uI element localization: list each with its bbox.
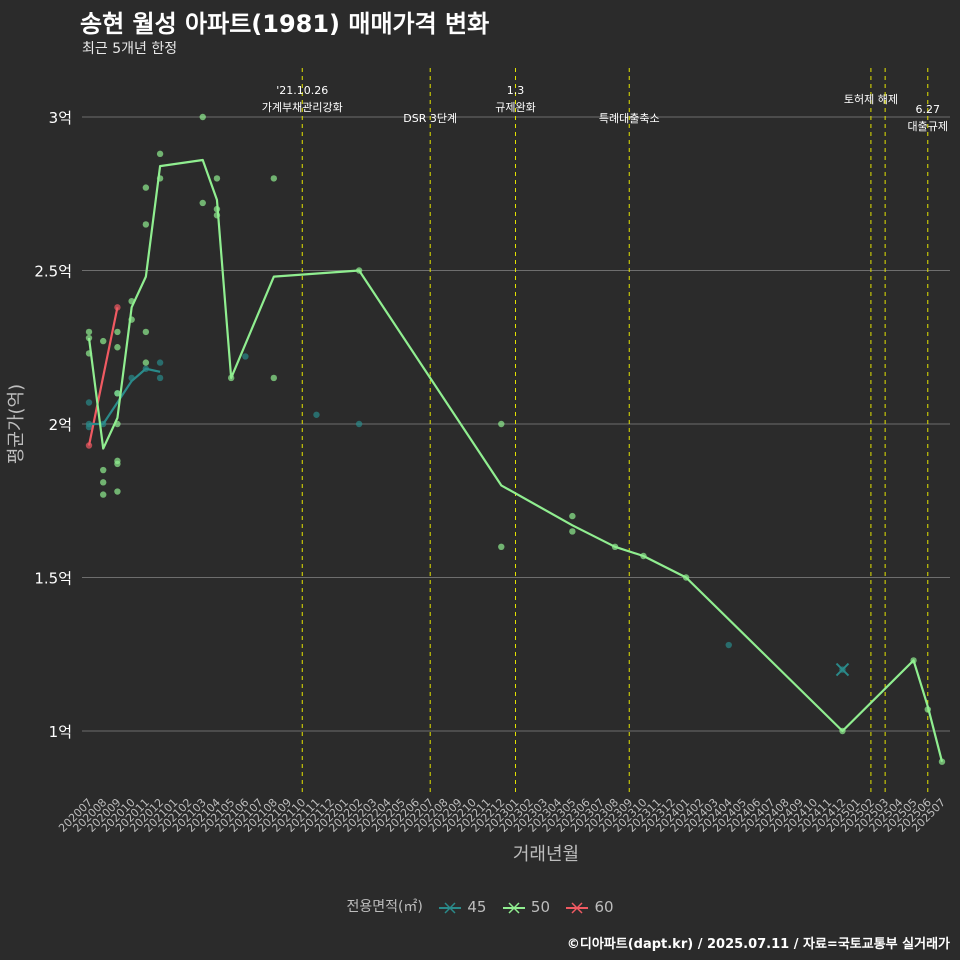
data-point-50 bbox=[270, 374, 278, 382]
data-point-50 bbox=[114, 488, 121, 495]
event-label: 규제완화 bbox=[495, 101, 535, 114]
legend-key-60 bbox=[566, 902, 589, 914]
data-point-50 bbox=[114, 328, 121, 336]
data-point-50 bbox=[142, 184, 150, 191]
data-point-50 bbox=[100, 491, 107, 498]
legend-title: 전용면적(㎡) bbox=[346, 899, 423, 915]
event-label: 가계부채관리강화 bbox=[262, 101, 343, 114]
data-point-50 bbox=[100, 337, 107, 345]
data-point-45 bbox=[355, 420, 363, 428]
data-point-50 bbox=[270, 175, 278, 182]
data-point-50 bbox=[142, 221, 150, 228]
legend-label-60: 60 bbox=[594, 898, 614, 916]
legend-item-45: 45 bbox=[437, 898, 486, 916]
data-point-45 bbox=[85, 423, 93, 431]
y-tick-label: 2.5억 bbox=[34, 263, 72, 281]
event-label: 1.3 bbox=[507, 84, 525, 97]
x-axis-title: 거래년월 bbox=[513, 844, 579, 865]
data-point-50 bbox=[213, 175, 221, 182]
legend-label-50: 50 bbox=[530, 898, 550, 916]
event-label: 대출규제 bbox=[908, 120, 948, 133]
data-point-45 bbox=[156, 359, 164, 366]
y-tick-label: 1.5억 bbox=[34, 570, 72, 588]
data-point-50 bbox=[114, 344, 121, 351]
data-point-50 bbox=[85, 334, 93, 342]
data-point-45 bbox=[85, 399, 93, 406]
legend-label-45: 45 bbox=[467, 898, 487, 916]
y-axis-title: 평균가(억) bbox=[6, 384, 27, 464]
data-point-50 bbox=[569, 528, 576, 535]
data-point-50 bbox=[85, 328, 93, 336]
data-point-45 bbox=[725, 641, 732, 649]
y-tick-label: 2억 bbox=[49, 416, 72, 434]
legend: 전용면적(㎡) 45 50 60 bbox=[0, 896, 960, 916]
data-point-50 bbox=[199, 113, 206, 121]
data-point-60 bbox=[114, 304, 121, 311]
y-tick-label: 3억 bbox=[49, 109, 72, 127]
data-point-45 bbox=[313, 411, 320, 418]
data-point-50 bbox=[100, 466, 107, 474]
data-point-50 bbox=[114, 460, 121, 468]
chart-title: 송현 월성 아파트(1981) 매매가격 변화 bbox=[80, 10, 490, 38]
data-point-50 bbox=[114, 390, 121, 397]
data-point-50 bbox=[142, 359, 150, 366]
data-point-50 bbox=[199, 199, 206, 207]
data-point-50 bbox=[100, 479, 107, 486]
event-label: 6.27 bbox=[916, 103, 941, 116]
legend-item-50: 50 bbox=[501, 898, 550, 916]
data-point-45 bbox=[242, 353, 249, 360]
legend-item-60: 60 bbox=[564, 898, 614, 916]
chart-subtitle: 최근 5개년 한정 bbox=[82, 41, 178, 57]
event-label: 토허제 해제 bbox=[844, 92, 898, 106]
data-point-45 bbox=[156, 374, 164, 382]
legend-key-45 bbox=[439, 902, 462, 914]
y-tick-label: 1억 bbox=[49, 723, 72, 741]
event-label: DSR 3단계 bbox=[403, 112, 457, 125]
data-point-50 bbox=[156, 150, 164, 158]
data-point-50 bbox=[498, 420, 505, 428]
data-point-50 bbox=[498, 543, 505, 550]
single-mark-45 bbox=[835, 662, 850, 677]
data-point-50 bbox=[142, 328, 150, 336]
series-line-50 bbox=[87, 158, 944, 762]
source-caption: ©디아파트(dapt.kr) / 2025.07.11 / 자료=국토교통부 실… bbox=[566, 937, 950, 952]
series-line-60 bbox=[87, 307, 119, 446]
data-point-50 bbox=[569, 512, 576, 520]
event-label: '21.10.26 bbox=[276, 84, 328, 97]
legend-key-50 bbox=[502, 902, 525, 914]
event-label: 특례대출축소 bbox=[599, 112, 660, 125]
